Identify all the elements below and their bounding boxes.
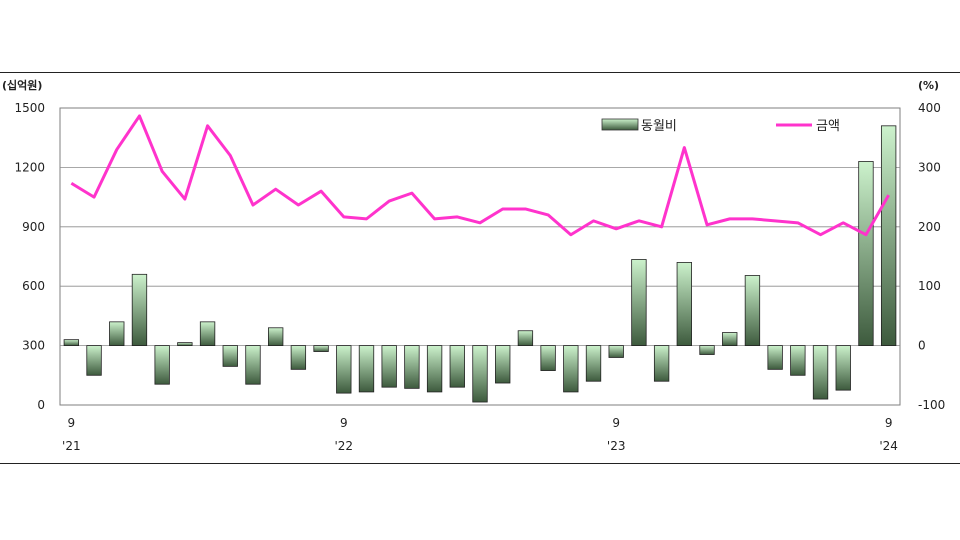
axis-ticks: 0 300 600 900 1200 1500 -100 0 100 200 300 400 9 '21 9… <box>14 101 945 453</box>
bar <box>472 345 488 403</box>
bar <box>222 345 238 367</box>
bar <box>767 345 783 370</box>
bar <box>245 345 261 385</box>
bar <box>812 345 829 400</box>
left-tick-label: 300 <box>22 339 45 353</box>
right-axis-unit: (%) <box>918 79 939 92</box>
left-tick-label: 600 <box>22 279 45 293</box>
x-tick-month: 9 <box>68 416 76 430</box>
bar <box>631 259 647 346</box>
bar <box>109 321 125 346</box>
x-tick-year: '24 <box>879 439 898 453</box>
left-tick-label: 1500 <box>14 101 45 115</box>
legend-bar-swatch <box>601 118 639 131</box>
bar <box>517 330 534 347</box>
bar <box>336 345 352 394</box>
bar <box>63 339 80 347</box>
bar <box>699 345 715 355</box>
bottom-border <box>0 463 960 464</box>
x-tick-year: '23 <box>607 439 626 453</box>
x-tick-month: 9 <box>340 416 348 430</box>
bar <box>495 345 511 384</box>
right-tick-label: 300 <box>918 160 941 174</box>
legend-label-line: 금액 <box>816 119 840 134</box>
left-tick-label: 1200 <box>14 160 45 174</box>
bar <box>835 345 851 391</box>
x-tick-year: '21 <box>62 439 81 453</box>
bar <box>540 345 556 371</box>
bar <box>313 345 329 352</box>
line-series-금액 <box>70 114 890 237</box>
right-tick-label: -100 <box>918 398 945 412</box>
bar <box>858 161 874 347</box>
right-tick-label: 200 <box>918 220 941 234</box>
bar <box>790 345 806 376</box>
bar <box>608 345 624 358</box>
line-path <box>70 114 890 237</box>
left-tick-label: 0 <box>37 398 45 412</box>
bar <box>154 345 170 385</box>
right-tick-label: 0 <box>918 339 926 353</box>
bar-series-동월비 <box>63 125 897 403</box>
legend: 동월비 금액 <box>601 118 840 134</box>
bar <box>449 345 465 388</box>
bar <box>177 342 193 347</box>
left-tick-label: 900 <box>22 220 45 234</box>
bar <box>744 275 761 346</box>
right-tick-label: 100 <box>918 279 941 293</box>
bar <box>290 345 307 370</box>
legend-label-bar: 동월비 <box>641 119 677 134</box>
bar <box>426 345 443 393</box>
bar <box>268 327 284 346</box>
bar <box>563 345 579 393</box>
x-tick-month: 9 <box>885 416 893 430</box>
bar <box>86 345 102 376</box>
bar <box>404 345 420 389</box>
bar <box>676 262 692 347</box>
bar <box>131 273 148 347</box>
right-tick-label: 400 <box>918 101 941 115</box>
x-tick-month: 9 <box>612 416 620 430</box>
bar <box>722 332 738 347</box>
bar <box>358 345 375 393</box>
bar <box>880 125 897 346</box>
bar <box>653 345 670 382</box>
bar <box>585 345 602 382</box>
x-tick-year: '22 <box>334 439 353 453</box>
left-axis-unit: (십억원) <box>2 78 42 92</box>
top-border <box>0 72 960 73</box>
bar <box>199 321 216 346</box>
bar <box>381 345 397 388</box>
